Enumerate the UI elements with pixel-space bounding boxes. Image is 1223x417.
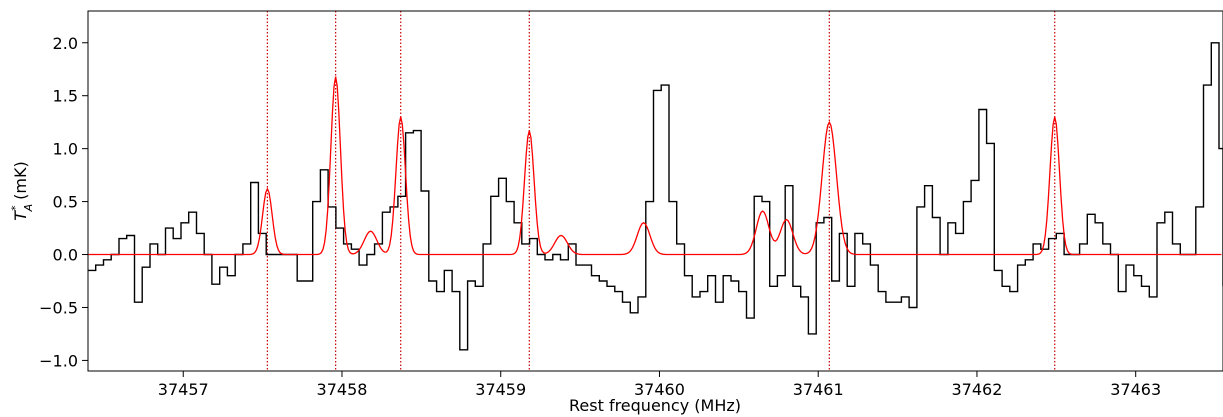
y-tick-label-5: 1.5 [53, 87, 78, 106]
x-tick-label-6: 37463 [1110, 380, 1161, 399]
y-axis-label-unit: (mK) [11, 161, 30, 200]
y-tick-label-3: 0.5 [53, 193, 78, 212]
x-axis-label: Rest frequency (MHz) [569, 396, 741, 415]
x-axis: 37457 37458 37459 37460 37461 37462 37463 [158, 371, 1161, 399]
y-tick-label-1: −0.5 [39, 298, 78, 317]
observed-spectrum-series [88, 43, 1223, 350]
x-tick-label-4: 37461 [793, 380, 844, 399]
y-tick-label-2: 0.0 [53, 246, 78, 265]
y-tick-label-0: −1.0 [39, 351, 78, 370]
y-tick-label-6: 2.0 [53, 34, 78, 53]
y-axis-label-sub: A [22, 204, 35, 213]
x-tick-label-5: 37462 [951, 380, 1002, 399]
y-axis-label: T*A(mK) [9, 161, 35, 220]
x-tick-label-2: 37459 [475, 380, 526, 399]
y-axis: −1.0 −0.5 0.0 0.5 1.0 1.5 2.0 [39, 34, 88, 371]
y-axis-label-sup: * [9, 205, 22, 211]
y-tick-label-4: 1.0 [53, 140, 78, 159]
x-tick-label-1: 37458 [317, 380, 368, 399]
marker-lines [267, 11, 1054, 371]
x-tick-label-0: 37457 [158, 380, 209, 399]
